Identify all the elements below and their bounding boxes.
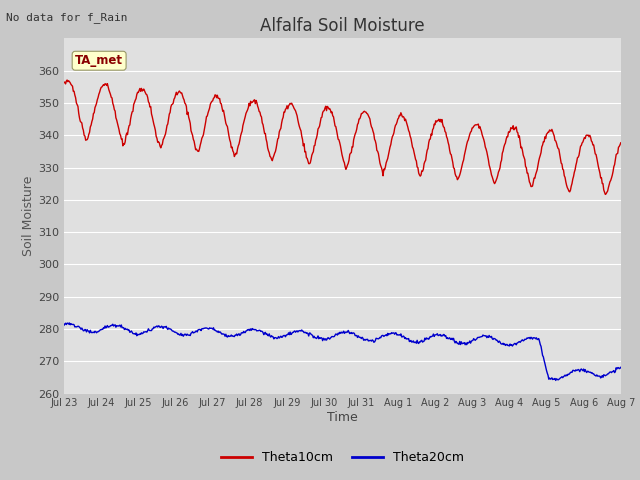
Text: No data for f_Rain: No data for f_Rain xyxy=(6,12,128,23)
Text: TA_met: TA_met xyxy=(75,54,123,67)
Legend: Theta10cm, Theta20cm: Theta10cm, Theta20cm xyxy=(216,446,469,469)
X-axis label: Time: Time xyxy=(327,411,358,424)
Title: Alfalfa Soil Moisture: Alfalfa Soil Moisture xyxy=(260,17,425,36)
Y-axis label: Soil Moisture: Soil Moisture xyxy=(22,176,35,256)
